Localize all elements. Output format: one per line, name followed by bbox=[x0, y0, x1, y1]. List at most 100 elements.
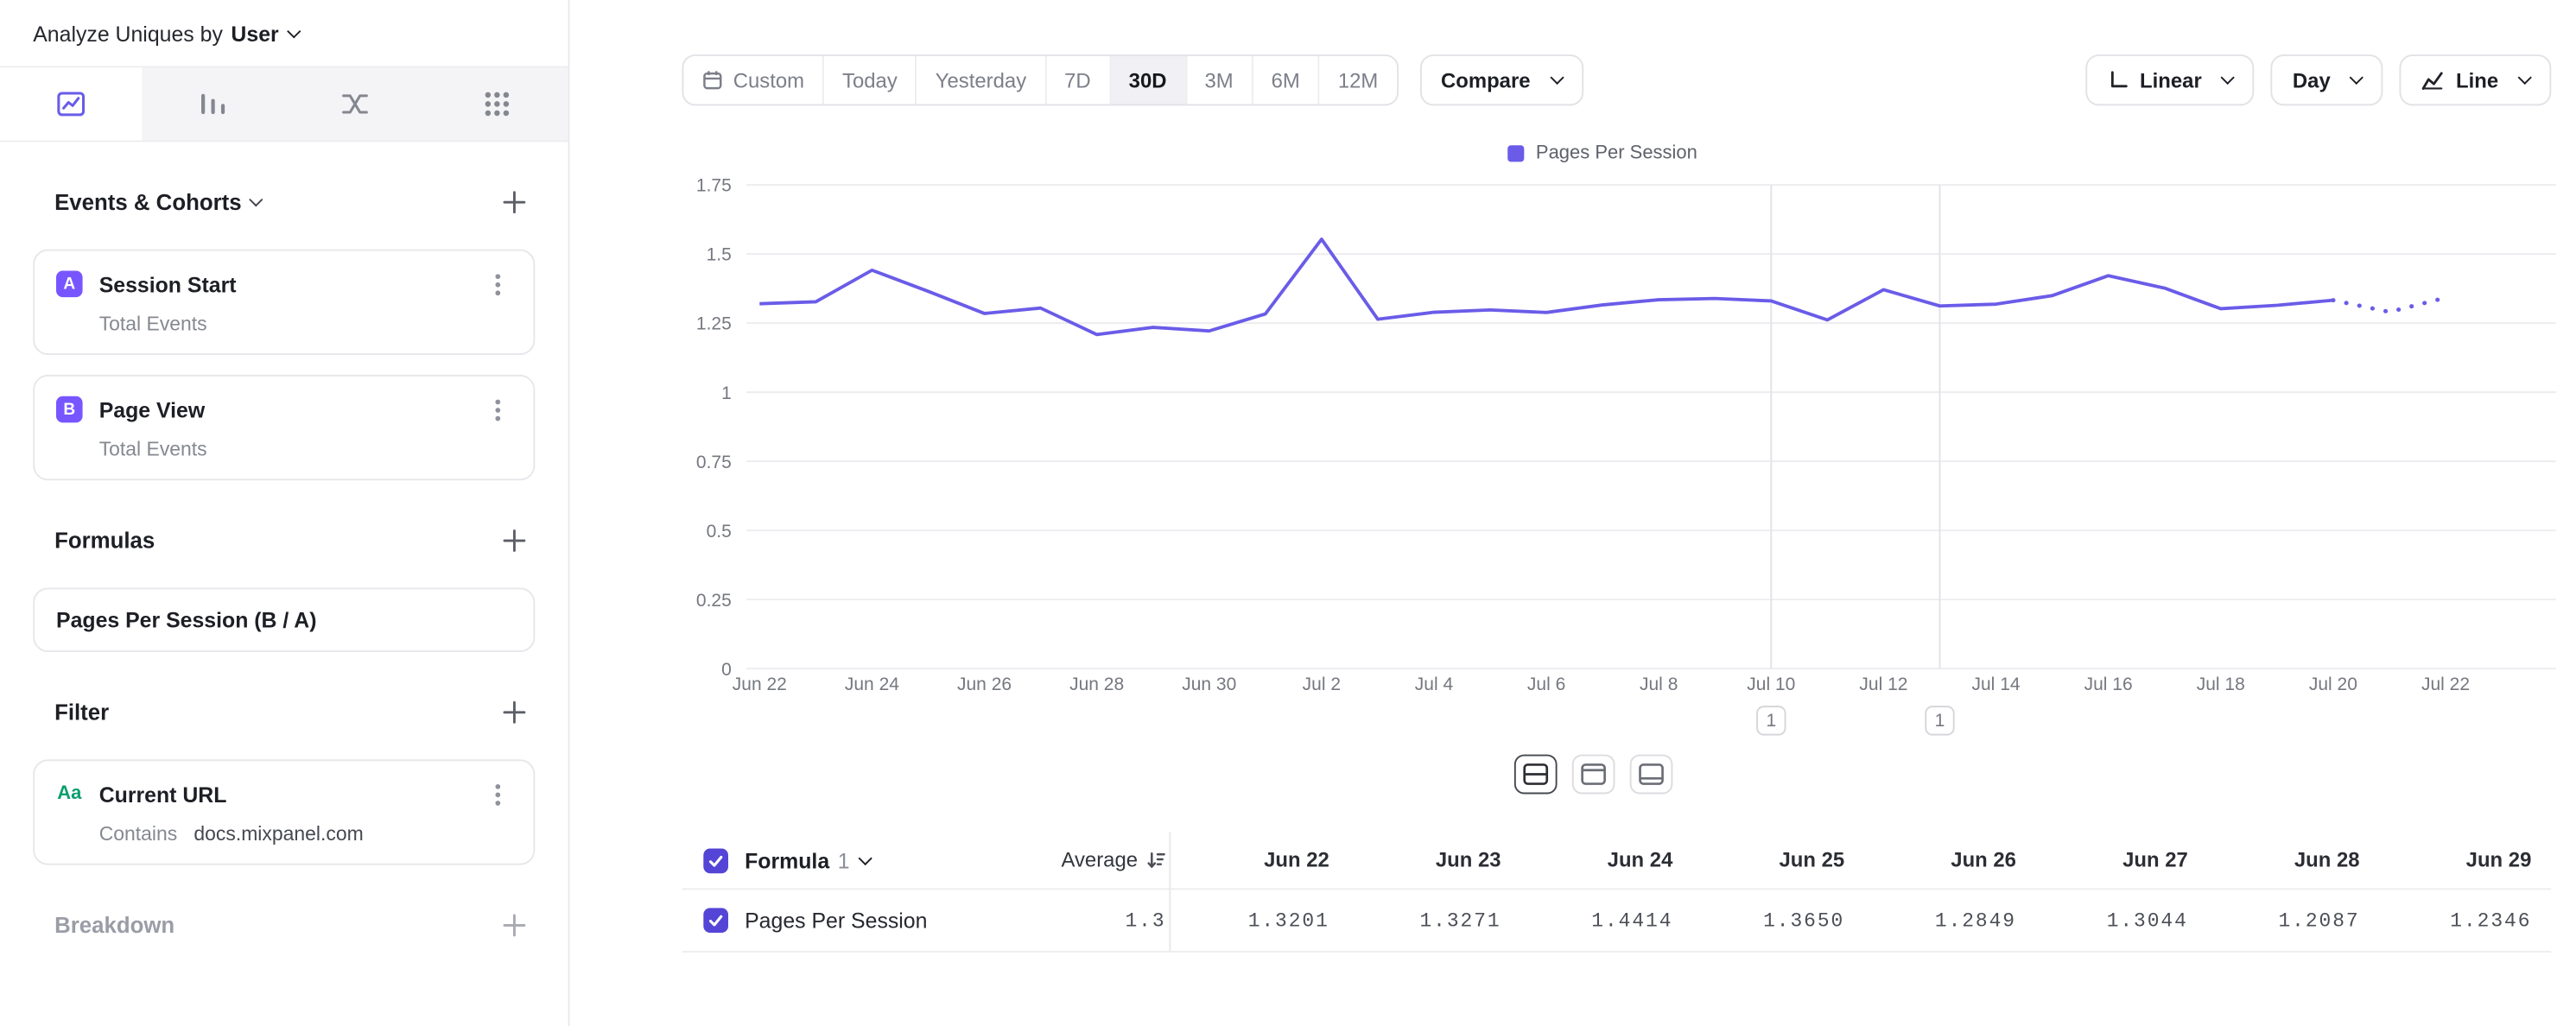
funnels-bars-icon bbox=[201, 93, 225, 115]
svg-text:1: 1 bbox=[1935, 711, 1945, 731]
table-row[interactable]: Pages Per Session 1.3 1.3201 1.3271 1.4414… bbox=[682, 890, 2552, 953]
svg-text:Jul 2: Jul 2 bbox=[1303, 674, 1341, 694]
range-3m-button[interactable]: 3M bbox=[1186, 55, 1253, 104]
formula-card[interactable]: Pages Per Session (B / A) bbox=[33, 587, 536, 653]
add-event-button[interactable] bbox=[492, 180, 536, 223]
sort-icon bbox=[1147, 852, 1165, 868]
kebab-icon bbox=[494, 407, 500, 412]
range-yesterday-button[interactable]: Yesterday bbox=[917, 55, 1047, 104]
check-icon bbox=[708, 915, 723, 927]
tab-funnels[interactable] bbox=[142, 67, 283, 140]
cell-value: 1.3650 bbox=[1763, 909, 1845, 933]
average-column-header[interactable]: Average bbox=[1050, 848, 1166, 872]
event-options-button[interactable] bbox=[482, 269, 511, 299]
chart-toolbar: Custom Today Yesterday 7D 30D 3M 6M 12M Compare… bbox=[682, 54, 2552, 106]
events-section-title[interactable]: Events & Cohorts bbox=[54, 188, 242, 214]
cell-value: 1.2087 bbox=[2278, 909, 2360, 933]
cell-value: 1.4414 bbox=[1591, 909, 1673, 933]
sidebar-body: Events & Cohorts A Session Start Total E… bbox=[0, 142, 568, 1026]
plus-icon bbox=[502, 913, 525, 936]
event-options-button[interactable] bbox=[482, 395, 511, 424]
average-label: Average bbox=[1061, 848, 1139, 872]
formula-expression: Pages Per Session (B / A) bbox=[55, 607, 317, 633]
date-column-header: Jun 23 bbox=[1435, 848, 1501, 872]
string-property-icon: Aa bbox=[57, 783, 82, 804]
event-card-page-view[interactable]: B Page View Total Events bbox=[33, 374, 536, 481]
range-6m-button[interactable]: 6M bbox=[1253, 55, 1320, 104]
tab-retention[interactable] bbox=[426, 67, 568, 140]
series-line[interactable] bbox=[759, 238, 2334, 337]
layout-toggle-table-bottom[interactable] bbox=[1629, 754, 1673, 795]
date-column-header: Jun 26 bbox=[1951, 848, 2016, 872]
filter-operator[interactable]: Contains bbox=[98, 821, 178, 846]
svg-text:Jun 30: Jun 30 bbox=[1182, 674, 1236, 694]
event-measure[interactable]: Total Events bbox=[98, 437, 207, 461]
formulas-section-title: Formulas bbox=[54, 527, 155, 553]
check-icon bbox=[708, 854, 723, 866]
event-name: Page View bbox=[98, 396, 206, 422]
filter-options-button[interactable] bbox=[482, 779, 511, 808]
interval-label: Day bbox=[2292, 68, 2331, 92]
scale-label: Linear bbox=[2140, 68, 2202, 92]
layout-toggle-split-view[interactable] bbox=[1513, 754, 1558, 795]
breakdown-section-header: Breakdown bbox=[33, 896, 535, 953]
calendar-icon bbox=[703, 71, 722, 90]
date-column-header: Jun 25 bbox=[1779, 848, 1845, 872]
linear-axis-icon bbox=[2110, 71, 2128, 88]
cell-value: 1.3201 bbox=[1247, 909, 1329, 933]
series-color-swatch bbox=[1507, 145, 1525, 162]
series-line-projected bbox=[2331, 295, 2448, 314]
event-measure[interactable]: Total Events bbox=[98, 312, 207, 336]
row-average-value: 1.3 bbox=[1125, 909, 1166, 933]
date-column-header: Jun 28 bbox=[2294, 848, 2360, 872]
cell-value: 1.2346 bbox=[2450, 909, 2532, 933]
add-breakdown-button[interactable] bbox=[492, 903, 536, 947]
svg-text:1.75: 1.75 bbox=[696, 176, 732, 196]
tab-insights[interactable] bbox=[0, 67, 143, 141]
events-section-header: Events & Cohorts bbox=[33, 174, 535, 230]
compare-button[interactable]: Compare bbox=[1419, 54, 1583, 106]
svg-text:1.5: 1.5 bbox=[707, 245, 732, 265]
interval-button[interactable]: Day bbox=[2271, 54, 2383, 106]
formula-checkbox[interactable] bbox=[703, 847, 728, 873]
filter-card-current-url[interactable]: Aa Current URL Contains docs.mixpanel.co… bbox=[33, 759, 536, 865]
plus-icon bbox=[502, 529, 525, 551]
add-filter-button[interactable] bbox=[492, 690, 536, 733]
chart-legend: Pages Per Session bbox=[759, 143, 2446, 163]
filter-section-header: Filter bbox=[33, 683, 535, 739]
tab-flows[interactable] bbox=[284, 67, 426, 140]
add-formula-button[interactable] bbox=[492, 518, 536, 561]
svg-text:Jul 14: Jul 14 bbox=[1971, 674, 2020, 694]
date-range-control: Custom Today Yesterday 7D 30D 3M 6M 12M bbox=[682, 54, 1399, 106]
range-custom-button[interactable]: Custom bbox=[683, 55, 825, 104]
analyze-by-select[interactable]: User bbox=[231, 21, 301, 46]
date-column-header: Jun 29 bbox=[2465, 848, 2532, 872]
row-series-name: Pages Per Session bbox=[745, 908, 928, 934]
range-12m-button[interactable]: 12M bbox=[1319, 55, 1397, 104]
split-view-icon bbox=[1523, 763, 1549, 785]
chart-type-button[interactable]: Line bbox=[2400, 54, 2552, 106]
svg-text:Jul 10: Jul 10 bbox=[1747, 674, 1795, 694]
row-checkbox[interactable] bbox=[703, 908, 728, 934]
line-chart-icon bbox=[2422, 71, 2444, 89]
analyze-row: Analyze Uniques by User bbox=[0, 0, 568, 68]
formula-header[interactable]: Formula 1 bbox=[745, 848, 1050, 872]
event-card-session-start[interactable]: A Session Start Total Events bbox=[33, 249, 536, 355]
range-today-button[interactable]: Today bbox=[824, 55, 917, 104]
range-7d-button[interactable]: 7D bbox=[1046, 55, 1111, 104]
svg-text:Jun 24: Jun 24 bbox=[845, 674, 899, 694]
chevron-down-icon bbox=[1550, 70, 1564, 85]
range-30d-button[interactable]: 30D bbox=[1110, 55, 1187, 104]
kebab-icon bbox=[494, 791, 500, 797]
filter-value[interactable]: docs.mixpanel.com bbox=[194, 821, 364, 846]
svg-text:0.75: 0.75 bbox=[696, 453, 732, 472]
legend-label: Pages Per Session bbox=[1535, 143, 1697, 164]
scale-button[interactable]: Linear bbox=[2084, 54, 2255, 106]
cell-value: 1.2849 bbox=[1934, 909, 2016, 933]
svg-text:1: 1 bbox=[1766, 711, 1776, 731]
layout-toggle-table-top[interactable] bbox=[1571, 754, 1615, 795]
event-name: Session Start bbox=[98, 271, 237, 297]
breakdown-section-title: Breakdown bbox=[54, 912, 175, 937]
